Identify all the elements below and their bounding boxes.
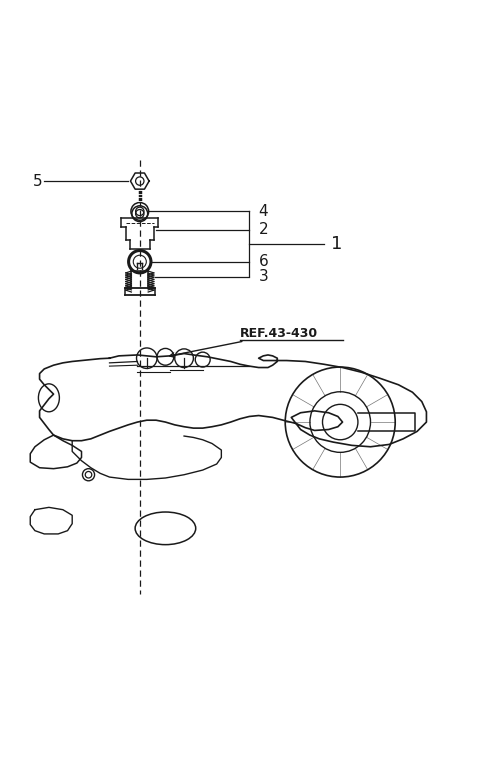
Text: REF.43-430: REF.43-430 [240, 326, 318, 340]
Text: 3: 3 [259, 269, 268, 284]
Text: 6: 6 [259, 254, 268, 269]
Text: 5: 5 [33, 173, 42, 189]
Text: 2: 2 [259, 222, 268, 237]
Text: 1: 1 [331, 235, 342, 253]
Text: 4: 4 [259, 204, 268, 219]
